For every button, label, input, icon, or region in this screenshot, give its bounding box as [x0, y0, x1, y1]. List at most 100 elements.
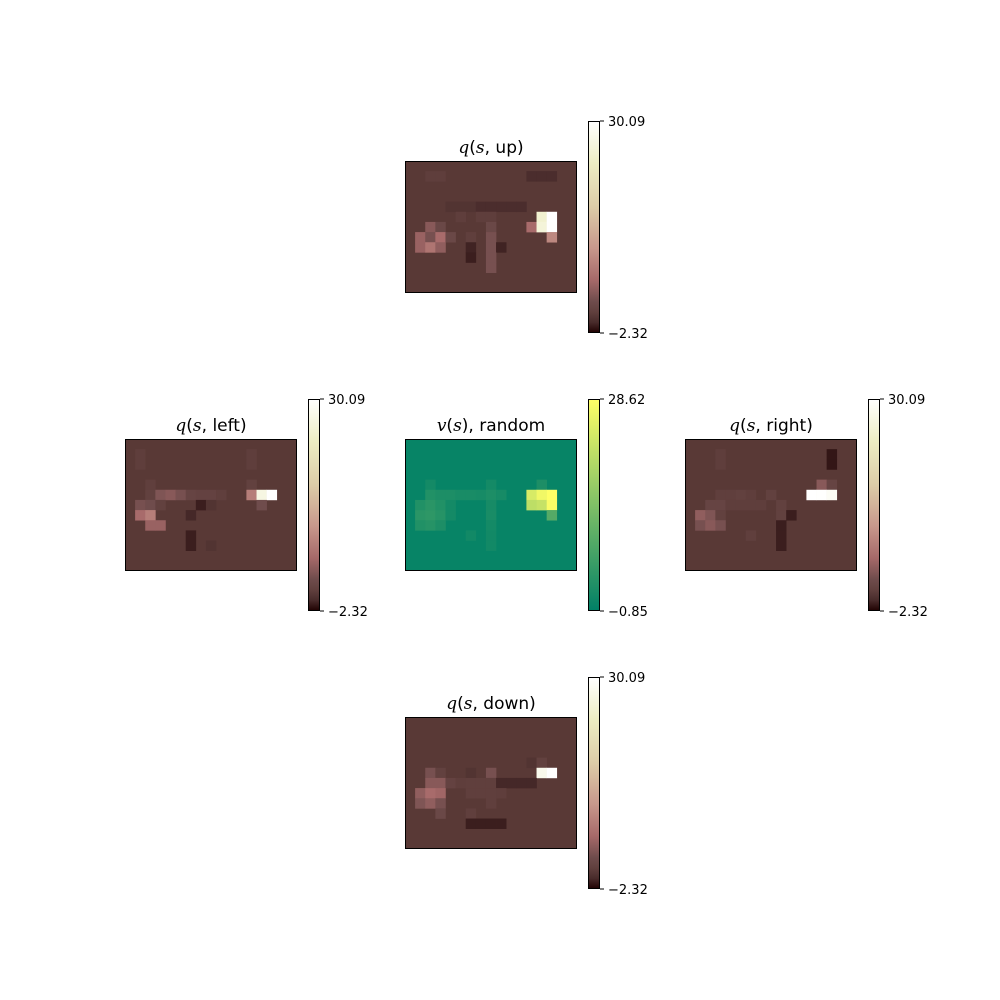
title-state: s — [193, 416, 202, 436]
heatmap-cell — [546, 171, 558, 182]
heatmap-cell — [735, 499, 747, 511]
heatmap-cell — [246, 449, 257, 460]
heatmap-cell — [425, 232, 436, 243]
heatmap-cell — [465, 808, 477, 819]
axes-frame — [405, 161, 577, 293]
title-state: s — [747, 416, 756, 436]
title-function: q — [729, 416, 740, 436]
heatmap-cell — [185, 530, 197, 541]
heatmap-cell — [786, 510, 797, 521]
panel-title: v(s), random — [437, 416, 545, 436]
heatmap-cell — [485, 201, 497, 213]
title-action: random — [479, 416, 545, 436]
heatmap-cells — [405, 439, 577, 571]
heatmap-cell — [185, 489, 197, 501]
heatmap-cell — [425, 479, 436, 491]
colorbar-max-label: 30.09 — [888, 393, 925, 408]
colorbar-min-label: −2.32 — [328, 605, 368, 620]
heatmap-cell — [745, 499, 757, 511]
heatmap-cell — [776, 510, 787, 521]
panel-title: q(s, right) — [729, 416, 813, 436]
heatmap-cell — [445, 232, 456, 243]
heatmap-cell — [475, 818, 487, 829]
heatmap-cell — [485, 262, 497, 273]
heatmap-cell — [465, 242, 477, 253]
heatmap-cell — [425, 798, 436, 809]
heatmap-panel-left: q(s, left) 30.09 −2.32 — [125, 393, 368, 620]
heatmap-cell — [266, 489, 278, 501]
colorbar-frame — [588, 399, 600, 611]
heatmap-panel-value-random: v(s), random 28.62 −0.85 — [405, 393, 648, 620]
heatmap-cell — [465, 232, 477, 243]
colorbar-max-label: 30.09 — [328, 393, 365, 408]
colorbar-frame — [308, 399, 320, 611]
heatmap-cell — [485, 232, 497, 243]
axes-frame — [405, 717, 577, 849]
heatmap-cell — [455, 211, 467, 223]
heatmap-cell — [826, 449, 838, 460]
heatmap-cells — [125, 439, 297, 571]
heatmap-cell — [705, 510, 716, 521]
colorbar-gradient — [588, 677, 600, 889]
heatmap-cell — [435, 510, 446, 521]
heatmap-cell — [496, 777, 507, 789]
heatmap-cell — [246, 479, 257, 491]
heatmap-cell — [425, 242, 436, 253]
heatmap-cell — [205, 489, 217, 501]
heatmap-cell — [195, 499, 207, 511]
heatmap-cell — [445, 499, 456, 511]
colorbar-gradient — [588, 121, 600, 333]
heatmap-cell — [526, 499, 537, 511]
heatmap-cell — [496, 788, 507, 799]
heatmap-cell — [445, 510, 456, 521]
title-action: up — [495, 138, 517, 158]
heatmap-cell — [765, 489, 777, 501]
heatmap-cell — [425, 510, 436, 521]
heatmap-cell — [425, 171, 436, 182]
heatmap-cell — [485, 252, 497, 263]
heatmap-cell — [496, 489, 507, 501]
heatmap-cell — [485, 788, 497, 799]
heatmap-cell — [465, 252, 477, 263]
heatmap-cell — [776, 530, 787, 541]
heatmap-cell — [546, 489, 558, 501]
heatmap-cell — [155, 520, 166, 531]
heatmap-cell — [246, 489, 257, 501]
heatmap-cell — [506, 201, 517, 213]
heatmap-cell — [435, 242, 446, 253]
heatmap-cell — [415, 232, 426, 243]
heatmap-cell — [546, 221, 558, 233]
heatmap-cell — [546, 499, 558, 511]
heatmap-cell — [205, 540, 217, 551]
heatmap-cell — [205, 499, 217, 511]
colorbar-max-label: 28.62 — [608, 393, 645, 408]
heatmap-cell — [516, 201, 527, 213]
heatmap-cell — [826, 459, 838, 470]
heatmap-cell — [165, 489, 176, 501]
heatmap-cell — [536, 499, 547, 511]
heatmap-cell — [485, 510, 497, 521]
heatmap-cell — [485, 777, 497, 789]
heatmap-cell — [435, 798, 446, 809]
heatmap-cell — [816, 489, 827, 501]
heatmap-cell — [155, 489, 166, 501]
heatmap-cell — [435, 232, 446, 243]
heatmap-cell — [415, 798, 426, 809]
colorbar: 30.09 −2.32 — [868, 393, 928, 620]
heatmap-cell — [526, 757, 537, 769]
heatmap-cell — [546, 767, 558, 779]
heatmap-cell — [435, 489, 446, 501]
heatmap-cell — [776, 540, 787, 551]
heatmap-cells — [685, 439, 857, 571]
heatmap-cell — [496, 818, 507, 829]
heatmap-cell — [485, 540, 497, 551]
heatmap-cell — [415, 499, 426, 511]
heatmap-cell — [485, 479, 497, 491]
colorbar-gradient — [588, 399, 600, 611]
heatmap-cell — [715, 499, 726, 511]
heatmap-cell — [546, 510, 558, 521]
title-state: s — [476, 138, 485, 158]
title-action: down — [483, 694, 529, 714]
heatmap-cell — [705, 520, 716, 531]
heatmap-cell — [475, 489, 487, 501]
